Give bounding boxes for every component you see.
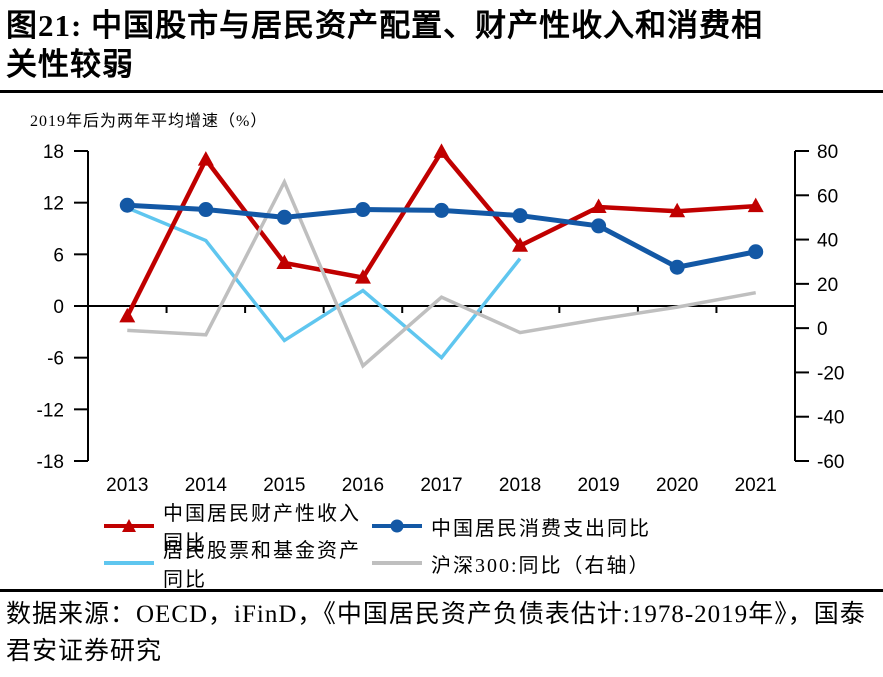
- legend-item-1: 中国居民消费支出同比: [372, 509, 883, 543]
- figure-title-line-1: 图21: 中国股市与居民资产配置、财产性收入和消费相: [6, 8, 764, 43]
- svg-text:6: 6: [53, 245, 64, 266]
- svg-text:-18: -18: [37, 452, 64, 473]
- svg-text:-12: -12: [37, 400, 64, 421]
- svg-text:2016: 2016: [342, 475, 384, 496]
- svg-text:2021: 2021: [735, 475, 777, 496]
- footer-divider: [0, 589, 883, 592]
- svg-text:0: 0: [817, 319, 828, 340]
- chart-unit-note: 2019年后为两年平均增速（%）: [30, 113, 268, 130]
- legend-label-2: 居民股票和基金资产同比: [163, 540, 361, 591]
- svg-text:2018: 2018: [499, 475, 541, 496]
- legend-item-2: 居民股票和基金资产同比: [104, 540, 372, 591]
- svg-text:0: 0: [53, 297, 64, 318]
- figure-title-line-2: 关性较弱: [6, 47, 134, 82]
- chart-legend: 中国居民财产性收入同比 中国居民消费支出同比居民股票和基金资产同比 沪深300:同比…: [0, 503, 883, 591]
- legend-item-3: 沪深300:同比（右轴）: [372, 546, 883, 580]
- blue-circle-line-swatch: [372, 519, 422, 533]
- lightblue-line-swatch: [104, 561, 154, 565]
- svg-text:40: 40: [817, 231, 838, 252]
- data-source-line-2: 年》，国泰君安证券研究: [6, 601, 866, 665]
- svg-text:18: 18: [43, 142, 64, 163]
- svg-text:2015: 2015: [263, 475, 305, 496]
- svg-text:2013: 2013: [106, 475, 148, 496]
- gray-line-swatch: [372, 561, 422, 565]
- legend-label-1: 中国居民消费支出同比: [431, 517, 651, 540]
- svg-text:-20: -20: [817, 363, 844, 384]
- svg-text:-6: -6: [47, 349, 64, 370]
- red-triangle-line-swatch: [104, 519, 154, 532]
- svg-text:20: 20: [817, 275, 838, 296]
- svg-text:12: 12: [43, 194, 64, 215]
- svg-text:2019: 2019: [577, 475, 619, 496]
- line-chart: 18 12 6 0 -6 -12 -18 80 60 40 20 0 -20 -40 -60 2013 2014…: [0, 133, 883, 505]
- svg-text:80: 80: [817, 142, 838, 163]
- figure-title: 图21: 中国股市与居民资产配置、财产性收入和消费相 关性较弱: [0, 0, 883, 84]
- legend-label-3: 沪深300:同比（右轴）: [431, 554, 651, 577]
- svg-text:-60: -60: [817, 452, 844, 473]
- svg-text:2020: 2020: [656, 475, 698, 496]
- data-source: 数据来源：OECD，iFinD，《中国居民资产负债表估计:1978-2019年》…: [6, 596, 877, 670]
- svg-text:2017: 2017: [420, 475, 462, 496]
- legend-item-0: 中国居民财产性收入同比: [104, 503, 372, 554]
- data-source-line-1: 数据来源：OECD，iFinD，《中国居民资产负债表估计:1978-2019: [6, 601, 749, 628]
- title-divider: [0, 90, 883, 93]
- svg-text:60: 60: [817, 186, 838, 207]
- svg-text:-40: -40: [817, 408, 844, 429]
- svg-text:2014: 2014: [185, 475, 228, 496]
- legend-label-0: 中国居民财产性收入同比: [163, 503, 361, 554]
